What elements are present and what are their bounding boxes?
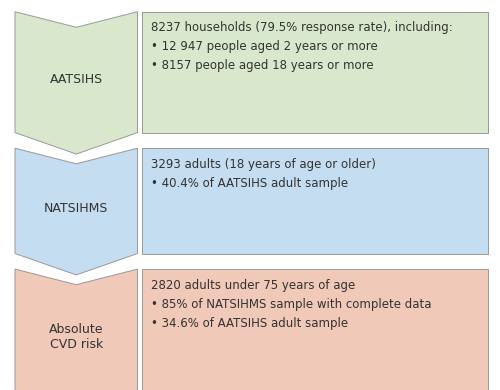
Polygon shape xyxy=(142,12,488,133)
Text: 2820 adults under 75 years of age
• 85% of NATSIHMS sample with complete data
• : 2820 adults under 75 years of age • 85% … xyxy=(150,279,431,330)
Polygon shape xyxy=(142,148,488,254)
Text: Absolute
CVD risk: Absolute CVD risk xyxy=(49,323,104,351)
Text: 8237 households (79.5% response rate), including:
• 12 947 people aged 2 years o: 8237 households (79.5% response rate), i… xyxy=(150,21,452,73)
Text: NATSIHMS: NATSIHMS xyxy=(44,202,108,215)
Polygon shape xyxy=(15,12,138,154)
Polygon shape xyxy=(15,269,138,390)
Text: 3293 adults (18 years of age or older)
• 40.4% of AATSIHS adult sample: 3293 adults (18 years of age or older) •… xyxy=(150,158,376,190)
Polygon shape xyxy=(15,148,138,275)
Text: AATSIHS: AATSIHS xyxy=(50,73,103,87)
Polygon shape xyxy=(142,269,488,390)
